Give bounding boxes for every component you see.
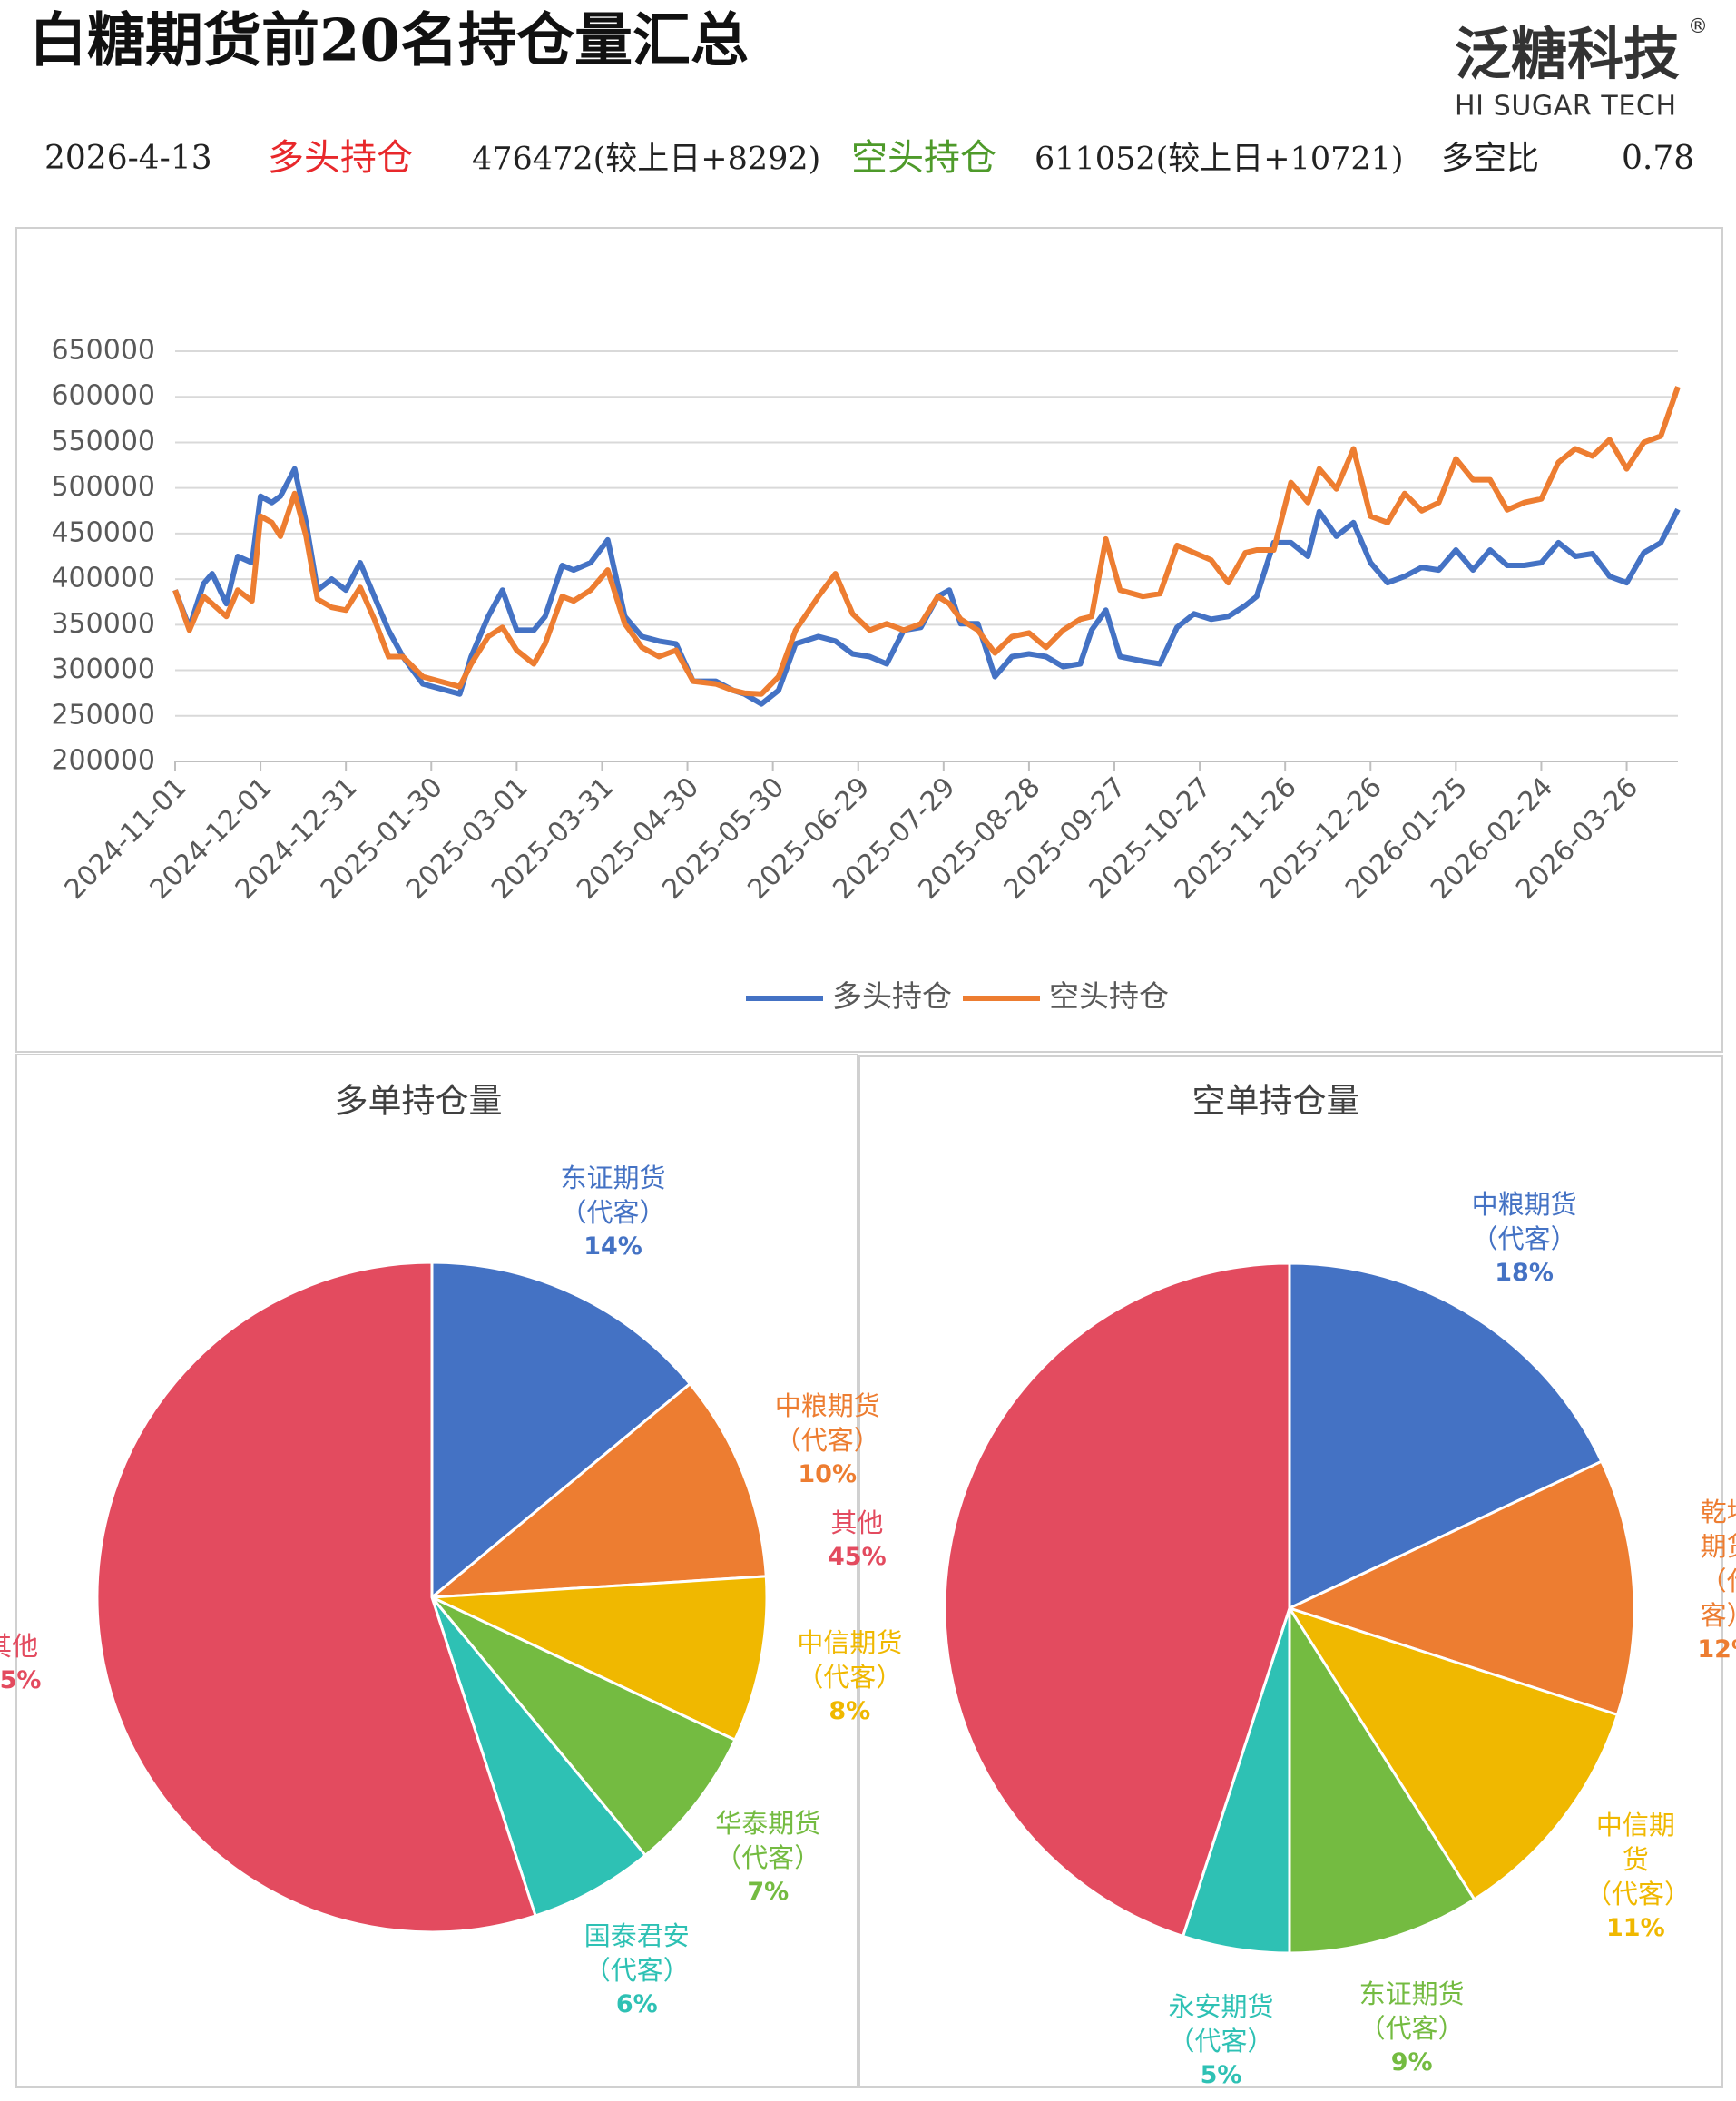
summary-ratio-label: 多空比	[1441, 140, 1539, 177]
pie-value-label: 7%	[747, 1878, 790, 1907]
pie-value-label: 18%	[1495, 1258, 1554, 1287]
pie-value-label: 12%	[1697, 1635, 1736, 1664]
pie-title: 多单持仓量	[335, 1082, 503, 1121]
pie-category: 华泰期货 （代客）	[715, 1808, 821, 1874]
legend-label: 多头持仓	[832, 978, 952, 1014]
logo-name: 泛糖科技	[1455, 21, 1680, 87]
y-tick-label: 450000	[51, 516, 155, 548]
y-tick-label: 400000	[51, 563, 155, 594]
pie-slice	[95, 1261, 537, 1934]
legend-label: 空头持仓	[1049, 978, 1169, 1014]
y-tick-label: 650000	[51, 335, 155, 367]
pie-slice	[427, 1381, 768, 1599]
pie-label: 中信期货 （代客） 11%	[1584, 1808, 1692, 1946]
pie-category: 永安期货 （代客）	[1168, 1990, 1274, 2057]
pie-category: 中信期货 （代客）	[797, 1626, 903, 1693]
summary-ratio-value: 0.78	[1622, 140, 1694, 177]
pie-label: 东证期货 （代客） 14%	[561, 1161, 666, 1264]
y-tick-label: 300000	[51, 653, 155, 685]
pie-value-label: 8%	[829, 1696, 871, 1725]
pie-category: 其他	[0, 1631, 39, 1663]
pie-slice	[430, 1595, 737, 1858]
pie-category: 国泰君安 （代客）	[584, 1919, 690, 1986]
pie-label: 国泰君安 （代客） 6%	[584, 1919, 690, 2022]
logo-subtitle: HI SUGAR TECH	[1455, 91, 1676, 123]
pie-panel	[858, 1055, 1723, 2088]
pie-category: 其他	[830, 1507, 884, 1538]
summary-short-label: 空头持仓	[851, 137, 996, 179]
y-tick-label: 500000	[51, 471, 155, 503]
y-tick-label: 350000	[51, 608, 155, 640]
summary-long-value: 476472(较上日+8292)	[472, 142, 820, 178]
pie-label: 中粮期货 （代客） 10%	[775, 1389, 880, 1492]
pie-slice	[1288, 1262, 1604, 1611]
pie-label: 华泰期货 （代客） 7%	[715, 1806, 820, 1910]
pie-slice	[943, 1262, 1291, 1939]
pie-value-label: 55%	[0, 1666, 42, 1695]
pie-label: 永安期货 （代客） 5%	[1168, 1989, 1273, 2093]
pie-value-label: 5%	[1200, 2060, 1242, 2089]
pie-value-label: 45%	[828, 1542, 887, 1571]
pie-label: 乾坤期货 （代客） 12%	[1697, 1495, 1736, 1667]
pie-slice	[431, 1575, 769, 1743]
summary-date: 2026-4-13	[44, 140, 212, 177]
pie-value-label: 14%	[584, 1232, 642, 1261]
pie-slice	[430, 1596, 648, 1918]
pie-label: 中信期货 （代客） 8%	[797, 1625, 902, 1729]
series-line	[172, 386, 1681, 697]
pie-slice	[1286, 1605, 1620, 1901]
pie-label: 其他 45%	[828, 1506, 887, 1575]
pie-category: 乾坤期货 （代客）	[1700, 1496, 1736, 1631]
pie-slice	[1288, 1603, 1476, 1955]
line-panel	[15, 227, 1723, 1053]
pie-category: 东证期货 （代客）	[1358, 1978, 1465, 2045]
pie-slice	[1285, 1459, 1636, 1717]
pie-label: 其他 55%	[0, 1629, 41, 1698]
y-tick-label: 250000	[51, 699, 155, 731]
logo-mark: ®	[1688, 15, 1708, 38]
pie-value-label: 9%	[1390, 2048, 1433, 2077]
pie-value-label: 10%	[798, 1460, 858, 1489]
y-tick-label: 550000	[51, 426, 155, 457]
pie-value-label: 6%	[615, 1989, 658, 2018]
pie-value-label: 11%	[1606, 1913, 1665, 1942]
pie-label: 东证期货 （代客） 9%	[1359, 1977, 1465, 2080]
summary-long-label: 多头持仓	[268, 137, 413, 179]
page-title: 白糖期货前20名持仓量汇总	[29, 7, 749, 75]
pie-panel	[15, 1054, 858, 2088]
summary-short-value: 611052(较上日+10721)	[1035, 142, 1404, 178]
pie-slice	[430, 1261, 692, 1601]
pie-label: 中粮期货 （代客） 18%	[1472, 1187, 1577, 1291]
pie-category: 中信期货 （代客）	[1584, 1809, 1692, 1910]
series-line	[172, 466, 1681, 707]
pie-category: 中粮期货 （代客）	[774, 1390, 880, 1457]
pie-category: 中粮期货 （代客）	[1471, 1188, 1577, 1254]
pie-category: 东证期货 （代客）	[560, 1162, 666, 1228]
y-tick-label: 600000	[51, 380, 155, 412]
y-tick-label: 200000	[51, 745, 155, 777]
pie-title: 空单持仓量	[1192, 1082, 1360, 1121]
